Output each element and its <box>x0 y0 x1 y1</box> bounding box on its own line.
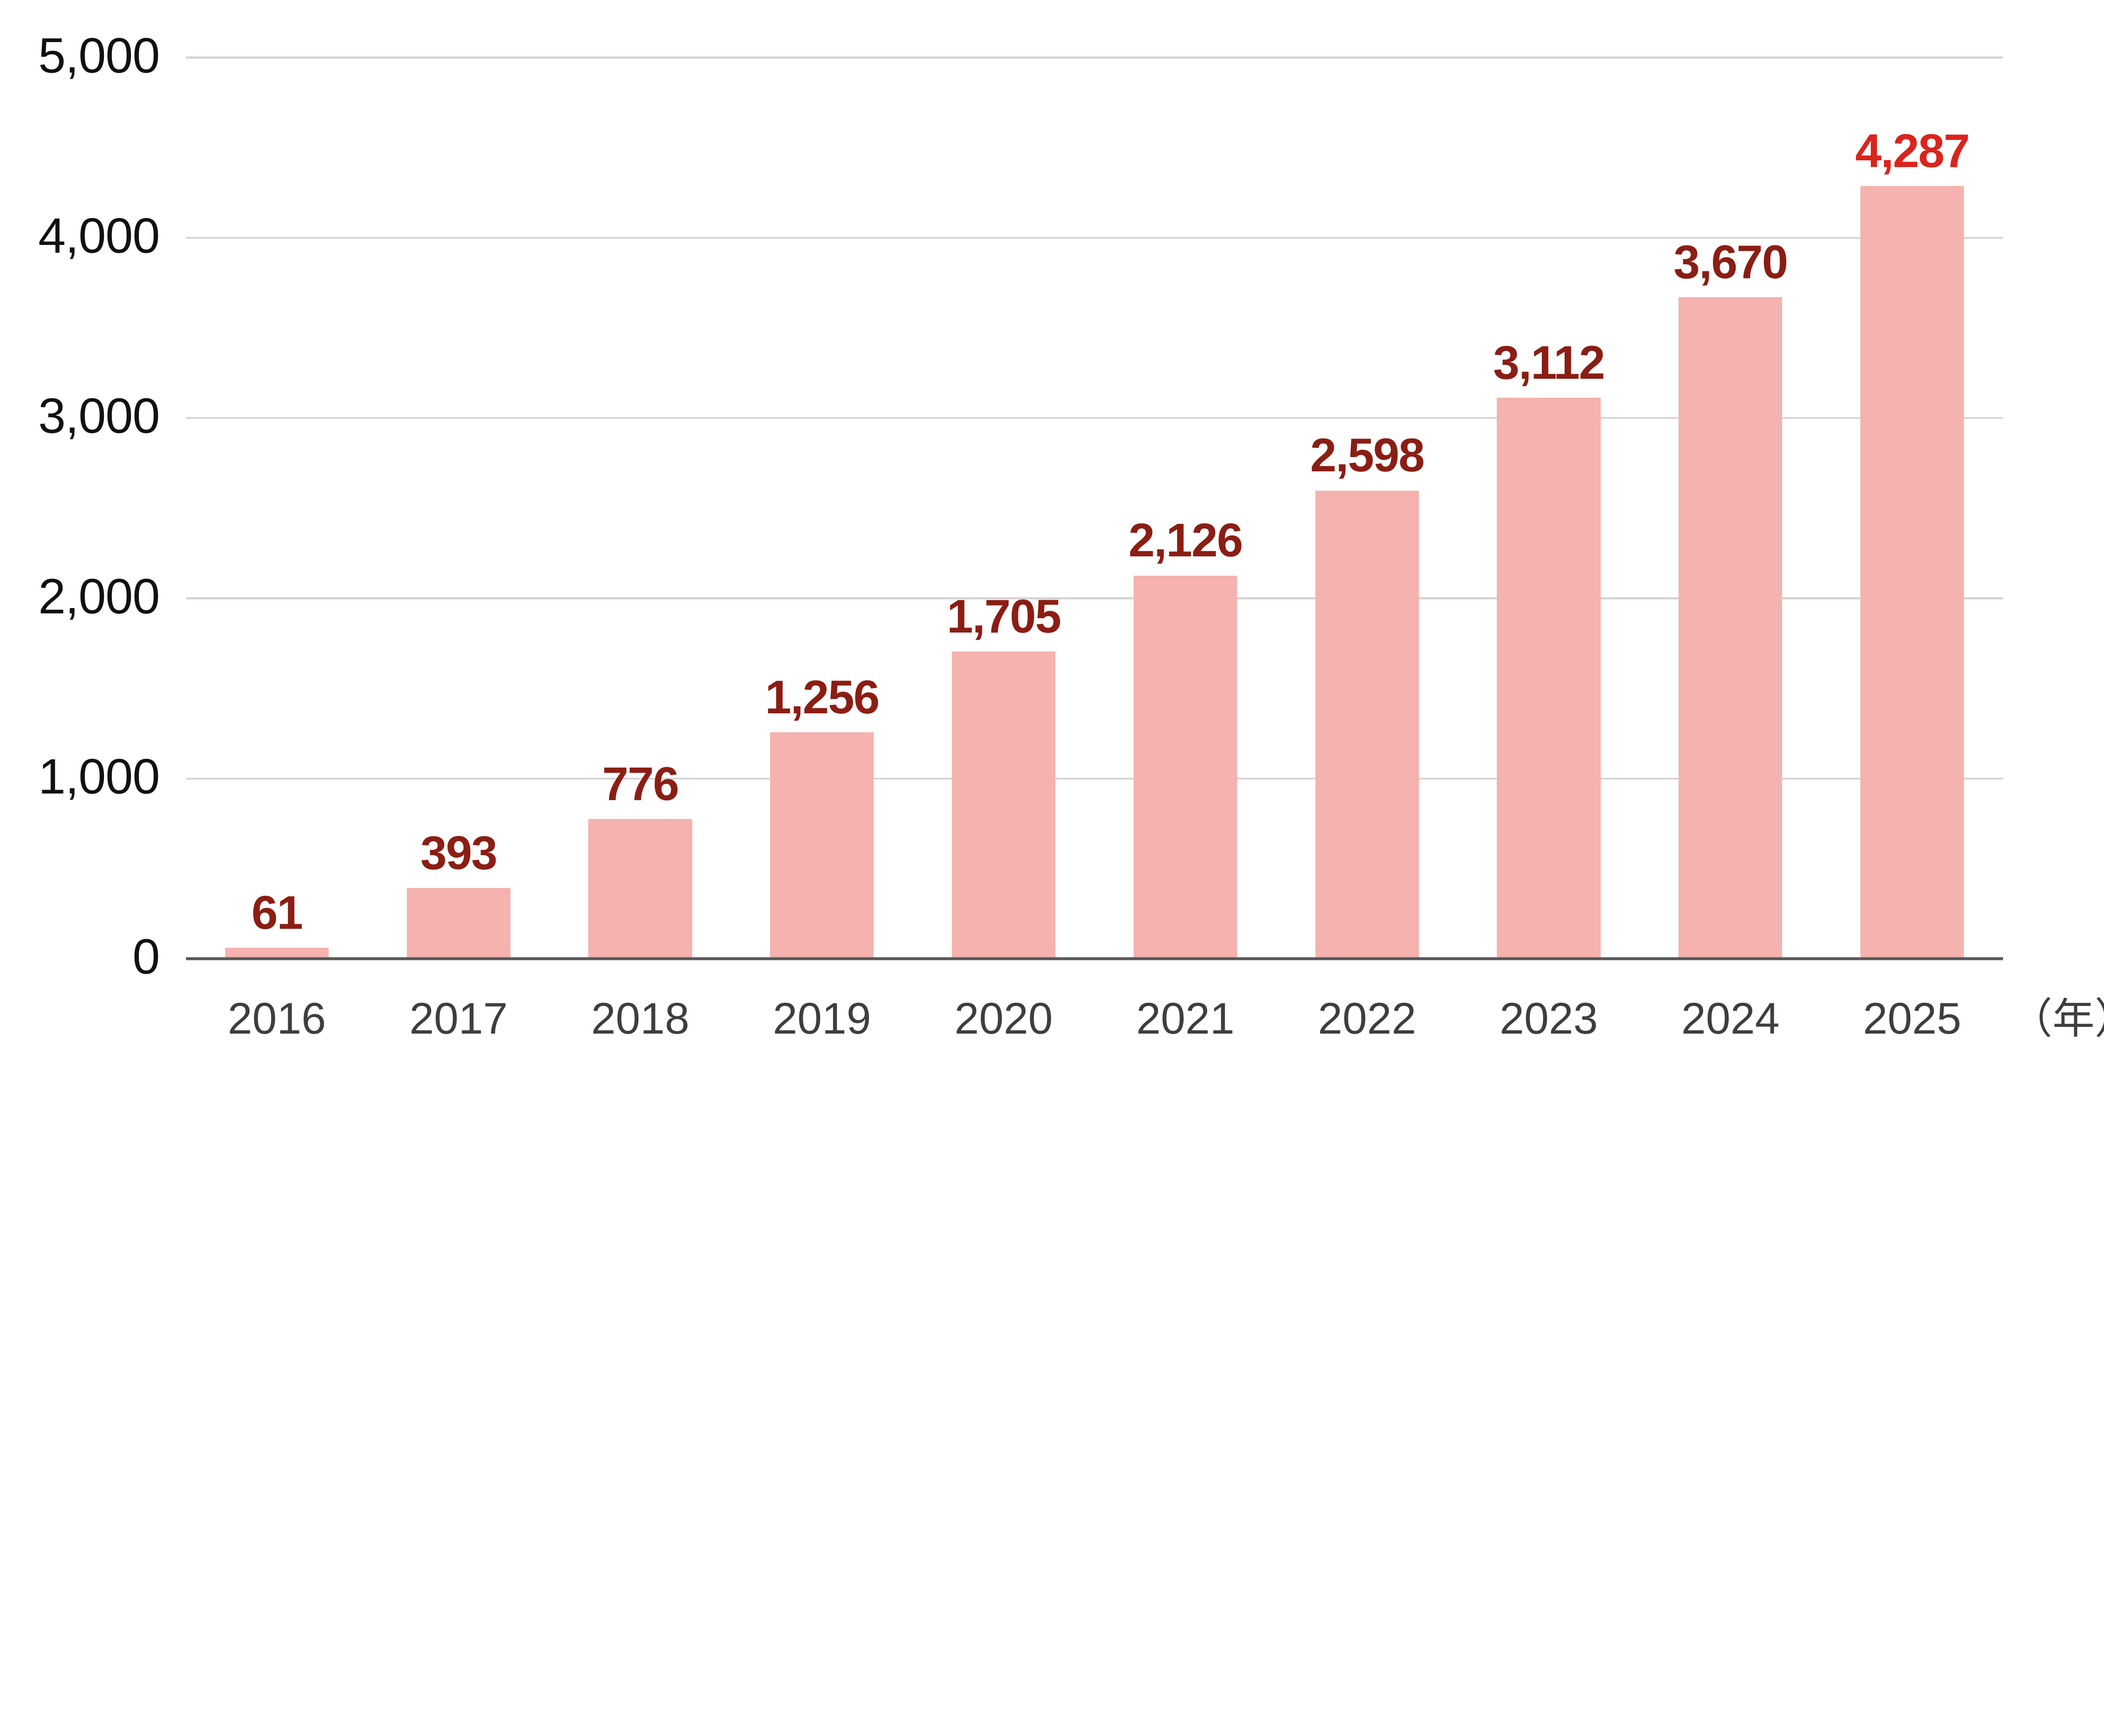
gridline-2000 <box>186 597 2003 599</box>
x-tick-label-2017: 2017 <box>409 994 508 1044</box>
x-tick-label-2022: 2022 <box>1318 994 1416 1044</box>
bar-slot-2017: 393 <box>368 58 550 959</box>
y-tick-label-3000: 3,000 <box>38 388 160 444</box>
x-tick-label-2021: 2021 <box>1136 994 1235 1044</box>
bar-slot-2025: 4,287 <box>1821 58 2003 959</box>
x-axis-line <box>186 957 2003 960</box>
data-label-2022: 2,598 <box>1310 428 1425 482</box>
x-tick-label-2019: 2019 <box>773 994 871 1044</box>
bar-2025 <box>1860 186 1964 959</box>
y-tick-label-1000: 1,000 <box>38 749 160 804</box>
gridline-1000 <box>186 777 2003 780</box>
y-tick-label-4000: 4,000 <box>38 208 160 263</box>
bar-2021 <box>1133 575 1237 959</box>
bar-slot-2016: 61 <box>186 58 368 959</box>
data-label-2018: 776 <box>602 757 679 810</box>
bar-2016 <box>225 948 329 959</box>
gridline-3000 <box>186 417 2003 419</box>
data-label-2023: 3,112 <box>1493 336 1605 389</box>
x-tick-label-2025: 2025 <box>1863 994 1961 1044</box>
plot-area: 61 393 776 1,256 1,705 2,126 2,598 3,112 3,670 4,… <box>186 56 2003 960</box>
bar-2020 <box>952 651 1056 959</box>
gridline-4000 <box>186 237 2003 239</box>
bar-2019 <box>770 732 874 959</box>
y-tick-label-0: 0 <box>132 929 160 984</box>
bar-slot-2023: 3,112 <box>1458 58 1640 959</box>
data-label-2025: 4,287 <box>1855 124 1970 177</box>
x-tick-label-2018: 2018 <box>591 994 690 1044</box>
y-tick-label-5000: 5,000 <box>38 28 160 83</box>
x-tick-label-2016: 2016 <box>228 994 326 1044</box>
x-tick-label-2024: 2024 <box>1681 994 1780 1044</box>
bar-slot-2022: 2,598 <box>1276 58 1458 959</box>
x-axis-unit-label: （年） <box>2010 995 2104 1043</box>
bar-slot-2021: 2,126 <box>1095 58 1276 959</box>
gridline-5000 <box>186 56 2003 58</box>
x-axis-tick-labels: 2016 2017 2018 2019 2020 2021 2022 2023 2024 2025 <box>186 997 2003 1041</box>
bar-slot-2018: 776 <box>550 58 731 959</box>
data-label-2017: 393 <box>420 826 497 879</box>
data-label-2020: 1,705 <box>946 589 1062 643</box>
bar-2023 <box>1497 398 1601 959</box>
bar-2017 <box>406 888 510 959</box>
bar-2018 <box>588 819 692 959</box>
bar-slot-2019: 1,256 <box>731 58 913 959</box>
bar-2024 <box>1679 297 1783 959</box>
y-tick-label-2000: 2,000 <box>38 569 160 624</box>
data-label-2019: 1,256 <box>765 670 880 723</box>
bar-slot-2020: 1,705 <box>913 58 1095 959</box>
x-tick-label-2023: 2023 <box>1499 994 1598 1044</box>
bar-slot-2024: 3,670 <box>1639 58 1821 959</box>
data-label-2021: 2,126 <box>1128 513 1243 567</box>
bar-chart: 61 393 776 1,256 1,705 2,126 2,598 3,112 3,670 4,… <box>38 28 2104 1043</box>
bar-2022 <box>1315 490 1419 959</box>
x-tick-label-2020: 2020 <box>954 994 1053 1044</box>
data-label-2016: 61 <box>251 885 303 939</box>
bars-group: 61 393 776 1,256 1,705 2,126 2,598 3,112 3,670 4,… <box>186 58 2003 959</box>
data-label-2024: 3,670 <box>1674 235 1788 289</box>
